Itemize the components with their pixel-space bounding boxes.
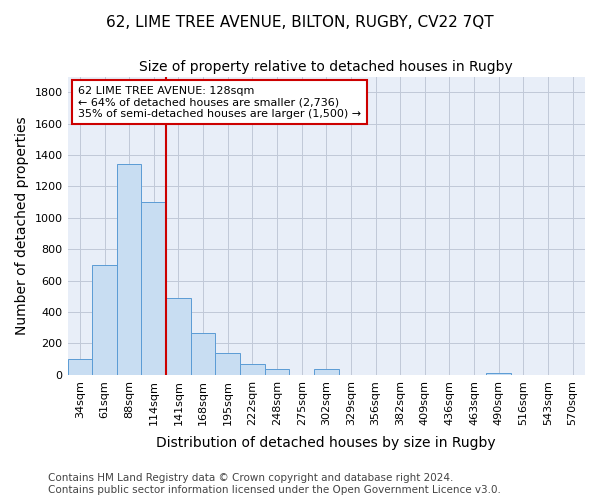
Text: 62, LIME TREE AVENUE, BILTON, RUGBY, CV22 7QT: 62, LIME TREE AVENUE, BILTON, RUGBY, CV2… xyxy=(106,15,494,30)
Text: 62 LIME TREE AVENUE: 128sqm
← 64% of detached houses are smaller (2,736)
35% of : 62 LIME TREE AVENUE: 128sqm ← 64% of det… xyxy=(78,86,361,118)
Title: Size of property relative to detached houses in Rugby: Size of property relative to detached ho… xyxy=(139,60,513,74)
Bar xyxy=(314,370,338,375)
X-axis label: Distribution of detached houses by size in Rugby: Distribution of detached houses by size … xyxy=(157,436,496,450)
Bar xyxy=(142,202,166,375)
Bar xyxy=(191,332,215,375)
Bar xyxy=(92,265,117,375)
Bar xyxy=(215,353,240,375)
Bar xyxy=(68,359,92,375)
Bar xyxy=(240,364,265,375)
Text: Contains HM Land Registry data © Crown copyright and database right 2024.
Contai: Contains HM Land Registry data © Crown c… xyxy=(48,474,501,495)
Bar xyxy=(265,370,289,375)
Y-axis label: Number of detached properties: Number of detached properties xyxy=(15,116,29,335)
Bar xyxy=(166,298,191,375)
Bar xyxy=(487,372,511,375)
Bar xyxy=(117,164,142,375)
